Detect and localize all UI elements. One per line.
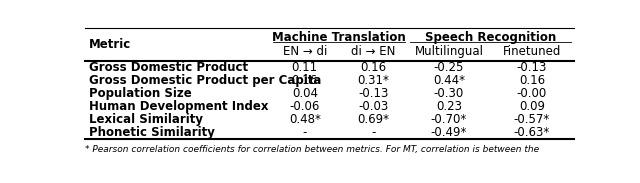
Text: -0.00: -0.00: [517, 87, 547, 100]
Text: 0.16: 0.16: [519, 74, 545, 87]
Text: 0.16: 0.16: [360, 61, 387, 74]
Text: 0.16: 0.16: [292, 74, 318, 87]
Text: EN → di: EN → di: [283, 45, 327, 58]
Text: -0.57*: -0.57*: [514, 113, 550, 126]
Text: Lexical Similarity: Lexical Similarity: [89, 113, 203, 126]
Text: 0.48*: 0.48*: [289, 113, 321, 126]
Text: Multilingual: Multilingual: [415, 45, 483, 58]
Text: -0.13: -0.13: [358, 87, 388, 100]
Text: Gross Domestic Product: Gross Domestic Product: [89, 61, 248, 74]
Text: Human Development Index: Human Development Index: [89, 100, 268, 113]
Text: * Pearson correlation coefficients for correlation between metrics. For MT, corr: * Pearson correlation coefficients for c…: [85, 145, 539, 154]
Text: 0.44*: 0.44*: [433, 74, 465, 87]
Text: 0.69*: 0.69*: [357, 113, 389, 126]
Text: 0.04: 0.04: [292, 87, 318, 100]
Text: -0.03: -0.03: [358, 100, 388, 113]
Text: -0.49*: -0.49*: [431, 126, 467, 139]
Text: -0.06: -0.06: [290, 100, 320, 113]
Text: di → EN: di → EN: [351, 45, 396, 58]
Text: Speech Recognition: Speech Recognition: [425, 31, 556, 44]
Text: -0.13: -0.13: [517, 61, 547, 74]
Text: Finetuned: Finetuned: [503, 45, 561, 58]
Text: 0.31*: 0.31*: [357, 74, 389, 87]
Text: 0.23: 0.23: [436, 100, 462, 113]
Text: -0.63*: -0.63*: [514, 126, 550, 139]
Text: Machine Translation: Machine Translation: [272, 31, 406, 44]
Text: 0.09: 0.09: [519, 100, 545, 113]
Text: -0.70*: -0.70*: [431, 113, 467, 126]
Text: -: -: [371, 126, 376, 139]
Text: Metric: Metric: [89, 38, 131, 51]
Text: -: -: [303, 126, 307, 139]
Text: -0.25: -0.25: [434, 61, 464, 74]
Text: -0.30: -0.30: [434, 87, 464, 100]
Text: Gross Domestic Product per Capita: Gross Domestic Product per Capita: [89, 74, 321, 87]
Text: 0.11: 0.11: [292, 61, 318, 74]
Text: Phonetic Similarity: Phonetic Similarity: [89, 126, 215, 139]
Text: Population Size: Population Size: [89, 87, 191, 100]
